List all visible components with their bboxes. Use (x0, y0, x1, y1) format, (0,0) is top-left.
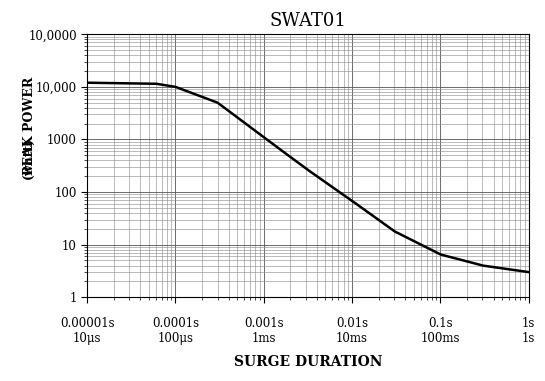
Text: 1s: 1s (522, 317, 535, 330)
Text: SURGE DURATION: SURGE DURATION (234, 355, 382, 369)
Text: 10μs: 10μs (73, 332, 101, 345)
Text: 0.001s: 0.001s (244, 317, 283, 330)
Text: 1s: 1s (522, 332, 535, 345)
Text: 10ms: 10ms (336, 332, 368, 345)
Text: 0.01s: 0.01s (336, 317, 368, 330)
Text: (watt): (watt) (23, 137, 37, 179)
Title: SWAT01: SWAT01 (269, 12, 347, 30)
Text: PEAK POWER: PEAK POWER (23, 77, 37, 175)
Text: 0.0001s: 0.0001s (152, 317, 199, 330)
Text: 0.00001s: 0.00001s (60, 317, 114, 330)
Text: 0.1s: 0.1s (428, 317, 453, 330)
Text: 1ms: 1ms (252, 332, 276, 345)
Text: 100ms: 100ms (421, 332, 460, 345)
Text: 100μs: 100μs (158, 332, 193, 345)
